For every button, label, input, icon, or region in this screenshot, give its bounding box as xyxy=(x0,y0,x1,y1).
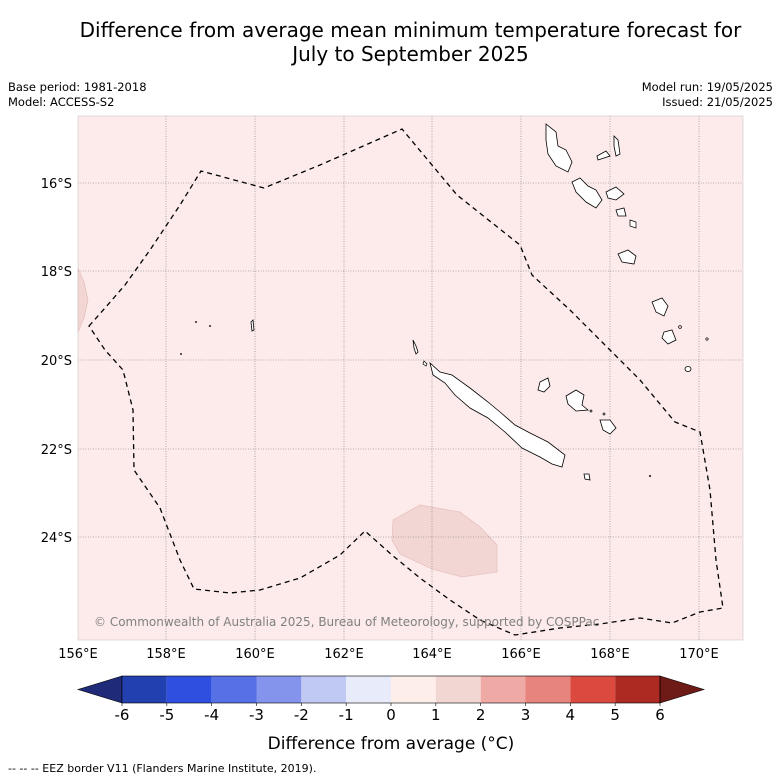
belep-island xyxy=(412,339,419,355)
lon-label: 160°E xyxy=(235,647,275,662)
shepherd-islands xyxy=(629,219,637,229)
islet-9 xyxy=(180,352,183,355)
islet-2 xyxy=(589,409,593,413)
colorbar-swatch xyxy=(256,676,302,703)
efate-island xyxy=(617,249,637,265)
colorbar-tick-label: 6 xyxy=(655,706,665,724)
base-period: Base period: 1981-2018 xyxy=(8,80,147,94)
lat-label: 16°S xyxy=(41,177,72,192)
gridlines xyxy=(78,116,743,640)
copyright-notice: © Commonwealth of Australia 2025, Bureau… xyxy=(94,615,599,629)
title-line-1: Difference from average mean minimum tem… xyxy=(79,18,742,42)
colorbar-swatch xyxy=(211,676,257,703)
meta-right: Model run: 19/05/2025 Issued: 21/05/2025 xyxy=(642,80,773,110)
colorbar-tick-label: 2 xyxy=(476,706,486,724)
lon-label: 168°E xyxy=(590,647,630,662)
latitude-labels: 16°S 18°S 20°S 22°S 24°S xyxy=(41,177,72,546)
eez-border xyxy=(88,128,724,636)
colorbar-tick-label: -3 xyxy=(249,706,264,724)
lifou-island xyxy=(565,389,590,412)
meta-left: Base period: 1981-2018 Model: ACCESS-S2 xyxy=(8,80,147,110)
islet-1 xyxy=(422,360,428,367)
colorbar-swatch xyxy=(435,676,481,703)
colorbar-swatch xyxy=(391,676,436,703)
colorbar-tick-label: 3 xyxy=(521,706,531,724)
islet-3 xyxy=(602,412,606,416)
colorbar-extend-high xyxy=(659,675,706,704)
colorbar-swatch xyxy=(346,676,391,703)
colorbar-tick-label: -1 xyxy=(339,706,354,724)
ambae-island xyxy=(596,150,611,161)
lat-label: 22°S xyxy=(41,443,72,458)
colorbar-label: Difference from average (°C) xyxy=(268,734,515,754)
isle-of-pines xyxy=(583,473,591,481)
lon-label: 166°E xyxy=(501,647,541,662)
mare-island xyxy=(599,419,617,435)
colorbar-tick-label: -5 xyxy=(159,706,174,724)
colorbar-swatch xyxy=(570,676,616,703)
colorbar-tick-label: 5 xyxy=(610,706,620,724)
colorbar-swatch xyxy=(301,676,347,703)
colorbar-swatch xyxy=(480,676,526,703)
maewo-island xyxy=(613,135,621,157)
ouvea-island xyxy=(537,377,551,393)
title-line-2: July to September 2025 xyxy=(292,42,529,66)
islet-5 xyxy=(705,337,709,341)
new-caledonia-island xyxy=(429,361,566,468)
colorbar-swatch xyxy=(122,676,167,703)
model-name: Model: ACCESS-S2 xyxy=(8,95,115,109)
colorbar: -6 -5 -4 -3 -2 -1 0 1 2 3 4 5 6 xyxy=(76,675,706,724)
ambrym-island xyxy=(605,186,625,201)
lat-label: 18°S xyxy=(41,265,72,280)
lon-label: 170°E xyxy=(679,647,719,662)
map-frame xyxy=(77,115,744,641)
issued-date: Issued: 21/05/2025 xyxy=(662,95,773,109)
colorbar-extend-low xyxy=(76,675,123,704)
colorbar-tick-label: -6 xyxy=(115,706,130,724)
epi-island xyxy=(615,207,627,217)
colorbar-tick-label: -2 xyxy=(294,706,309,724)
tanna-island xyxy=(661,329,677,345)
lon-label: 162°E xyxy=(324,647,364,662)
lat-label: 20°S xyxy=(41,354,72,369)
malekula-island xyxy=(571,177,603,209)
anomaly-patch-south xyxy=(391,504,498,578)
map-title: Difference from average mean minimum tem… xyxy=(0,18,781,66)
islet-7 xyxy=(195,320,198,323)
islet-8 xyxy=(209,324,212,327)
lat-label: 24°S xyxy=(41,531,72,546)
islet-4 xyxy=(678,325,682,329)
colorbar-tick-label: 0 xyxy=(386,706,396,724)
erromango-island xyxy=(651,297,669,317)
colorbar-swatch xyxy=(525,676,571,703)
lon-label: 156°E xyxy=(58,647,98,662)
colorbar-swatch xyxy=(166,676,212,703)
espiritu-santo-island xyxy=(545,123,573,173)
eez-footnote: -- -- -- EEZ border V11 (Flanders Marine… xyxy=(8,762,317,775)
chesterfield-islet xyxy=(250,319,255,332)
lon-label: 158°E xyxy=(146,647,186,662)
model-run: Model run: 19/05/2025 xyxy=(641,80,773,94)
colorbar-tick-label: 4 xyxy=(566,706,576,724)
colorbar-tick-label: -4 xyxy=(204,706,219,724)
islet-6 xyxy=(648,474,652,478)
colorbar-tick-label: 1 xyxy=(431,706,441,724)
longitude-labels: 156°E 158°E 160°E 162°E 164°E 166°E 168°… xyxy=(58,647,719,662)
colorbar-swatch xyxy=(615,676,660,703)
aneityum-island xyxy=(684,366,692,372)
map-background xyxy=(78,116,743,640)
lon-label: 164°E xyxy=(412,647,452,662)
